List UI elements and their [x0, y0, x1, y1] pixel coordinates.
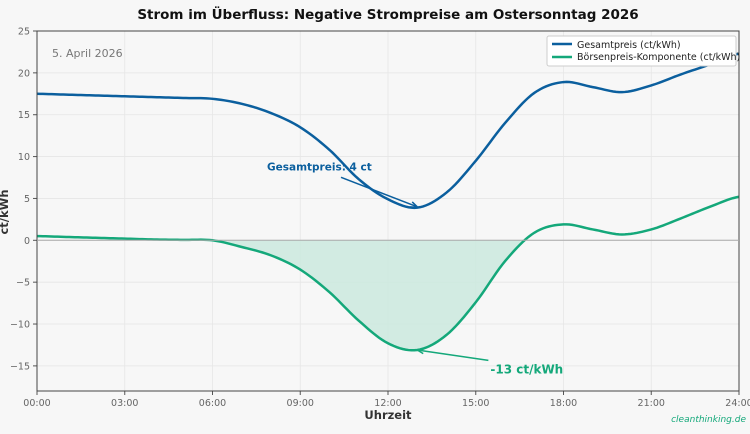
boersenpreis-line: [36, 195, 740, 352]
annotation-label: -13 ct/kWh: [490, 362, 563, 376]
annotation-arrow: [417, 349, 489, 362]
y-tick-label: 25: [18, 27, 30, 38]
annotation-arrowhead: [410, 201, 418, 208]
gesamtpreis-line: [36, 52, 740, 210]
x-tick-label: 06:00: [199, 398, 226, 409]
x-tick-label: 03:00: [111, 398, 138, 409]
legend: Gesamtpreis (ct/kWh) Börsenpreis-Kompone…: [546, 35, 740, 67]
legend-boersenpreis: Börsenpreis-Komponente (ct/kWh): [577, 52, 740, 63]
x-tick-label: 15:00: [462, 398, 489, 409]
x-tick-label: 18:00: [550, 398, 577, 409]
legend-gesamtpreis: Gesamtpreis (ct/kWh): [577, 40, 681, 51]
x-tick-label: 09:00: [287, 398, 314, 409]
annotation-arrow: [340, 176, 418, 208]
series-lines: [36, 52, 740, 352]
y-tick-label: −10: [10, 320, 30, 331]
annotation-arrowhead: [416, 347, 425, 355]
plot-frame: [36, 30, 740, 392]
y-tick-label: 0: [24, 236, 30, 247]
watermark: cleanthinking.de: [671, 415, 746, 425]
y-tick-label: −5: [16, 278, 30, 289]
y-tick-label: 20: [18, 68, 30, 79]
y-tick-label: −15: [10, 361, 30, 372]
axes: 00:00 03:00 06:00 09:00 12:00 15:00 18:00 21:00…: [10, 27, 750, 410]
x-tick-label: 24:00: [725, 398, 750, 409]
x-axis-label: Uhrzeit: [364, 408, 412, 422]
y-axis-label: ct/kWh: [0, 189, 11, 234]
x-tick-label: 12:00: [374, 398, 401, 409]
x-tick-label: 00:00: [23, 398, 50, 409]
x-tick-label: 21:00: [638, 398, 665, 409]
y-tick-label: 10: [18, 152, 30, 163]
y-tick-label: 5: [24, 194, 30, 205]
y-tick-label: 15: [18, 110, 30, 121]
negative-price-fill: [37, 240, 739, 351]
negative-fill-area: [37, 240, 739, 351]
date-label: 5. April 2026: [52, 47, 123, 60]
chart-title: Strom im Überfluss: Negative Strompreise…: [137, 5, 638, 23]
annotations: Gesamtpreis: 4 ct -13 ct/kWh: [267, 161, 563, 376]
annotation-label: Gesamtpreis: 4 ct: [267, 161, 372, 173]
